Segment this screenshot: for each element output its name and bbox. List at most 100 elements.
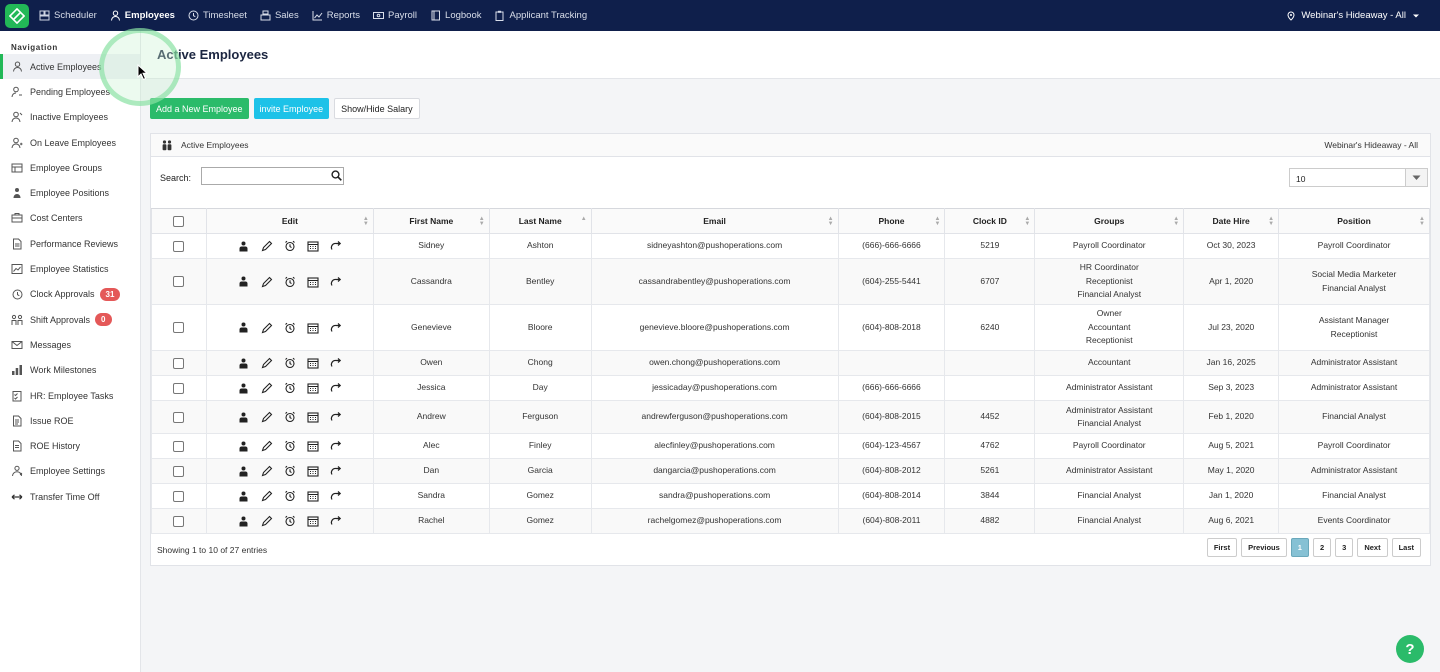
nav-reports[interactable]: Reports	[312, 0, 360, 31]
calendar-icon[interactable]	[305, 514, 320, 529]
alarm-clock-icon[interactable]	[282, 356, 297, 371]
sidebar-item-roe-history[interactable]: ROE History	[0, 433, 140, 458]
help-button[interactable]: ?	[1396, 635, 1424, 663]
nav-applicant-tracking[interactable]: Applicant Tracking	[494, 0, 587, 31]
pencil-icon[interactable]	[259, 489, 274, 504]
sidebar-item-issue-roe[interactable]: Issue ROE	[0, 408, 140, 433]
column-header-phone[interactable]: Phone ▲ ▼	[837, 208, 946, 234]
row-checkbox[interactable]	[173, 465, 185, 477]
calendar-icon[interactable]	[305, 274, 320, 289]
alarm-clock-icon[interactable]	[282, 274, 297, 289]
pencil-icon[interactable]	[259, 320, 274, 335]
nav-employees[interactable]: Employees	[110, 0, 175, 31]
calendar-icon[interactable]	[305, 439, 320, 454]
profile-icon[interactable]	[236, 464, 251, 479]
sidebar-item-messages[interactable]: Messages	[0, 332, 140, 357]
redo-icon[interactable]	[328, 381, 343, 396]
column-header-edit[interactable]: Edit ▲ ▼	[205, 208, 374, 234]
sidebar-item-clock-approvals[interactable]: Clock Approvals 31	[0, 282, 140, 307]
row-checkbox[interactable]	[173, 490, 185, 502]
sidebar-item-employee-groups[interactable]: Employee Groups	[0, 155, 140, 180]
column-header-clock-id[interactable]: Clock ID ▲ ▼	[944, 208, 1036, 234]
calendar-icon[interactable]	[305, 356, 320, 371]
redo-icon[interactable]	[328, 356, 343, 371]
alarm-clock-icon[interactable]	[282, 239, 297, 254]
redo-icon[interactable]	[328, 274, 343, 289]
location-selector[interactable]: Webinar's Hideaway - All	[1286, 0, 1420, 31]
sidebar-item-cost-centers[interactable]: Cost Centers	[0, 206, 140, 231]
redo-icon[interactable]	[328, 514, 343, 529]
nav-scheduler[interactable]: Scheduler	[39, 0, 97, 31]
nav-logbook[interactable]: Logbook	[430, 0, 481, 31]
redo-icon[interactable]	[328, 239, 343, 254]
alarm-clock-icon[interactable]	[282, 489, 297, 504]
table-row[interactable]: Dan Garcia dangarcia@pushoperations.com (60…	[151, 458, 1430, 484]
alarm-clock-icon[interactable]	[282, 464, 297, 479]
profile-icon[interactable]	[236, 239, 251, 254]
alarm-clock-icon[interactable]	[282, 410, 297, 425]
pencil-icon[interactable]	[259, 381, 274, 396]
table-row[interactable]: Andrew Ferguson andrewferguson@pushoperati…	[151, 400, 1430, 434]
profile-icon[interactable]	[236, 274, 251, 289]
table-row[interactable]: Jessica Day jessicaday@pushoperations.com(…	[151, 375, 1430, 401]
sidebar-item-pending-employees[interactable]: Pending Employees	[0, 79, 140, 104]
column-header-date-hire[interactable]: Date Hire ▲ ▼	[1183, 208, 1280, 234]
pencil-icon[interactable]	[259, 439, 274, 454]
calendar-icon[interactable]	[305, 410, 320, 425]
show-hide-salary-button[interactable]: Show/Hide Salary	[334, 98, 420, 119]
calendar-icon[interactable]	[305, 320, 320, 335]
table-row[interactable]: Cassandra Bentley cassandrabentley@pushope…	[151, 258, 1430, 305]
pencil-icon[interactable]	[259, 239, 274, 254]
redo-icon[interactable]	[328, 320, 343, 335]
alarm-clock-icon[interactable]	[282, 514, 297, 529]
calendar-icon[interactable]	[305, 464, 320, 479]
redo-icon[interactable]	[328, 410, 343, 425]
calendar-icon[interactable]	[305, 239, 320, 254]
last-page-button[interactable]: Last	[1391, 538, 1421, 557]
table-row[interactable]: Alec Finley alecfinley@pushoperations.com(…	[151, 433, 1430, 459]
table-row[interactable]: Sidney Ashton sidneyashton@pushoperations.…	[151, 233, 1430, 259]
alarm-clock-icon[interactable]	[282, 320, 297, 335]
first-page-button[interactable]: First	[1206, 538, 1238, 557]
profile-icon[interactable]	[236, 320, 251, 335]
table-row[interactable]: Rachel Gomez rachelgomez@pushoperations.co…	[151, 508, 1430, 534]
profile-icon[interactable]	[236, 356, 251, 371]
calendar-icon[interactable]	[305, 381, 320, 396]
column-header-first-name[interactable]: First Name ▲ ▼	[372, 208, 490, 234]
sidebar-item-employee-statistics[interactable]: Employee Statistics	[0, 256, 140, 281]
redo-icon[interactable]	[328, 439, 343, 454]
profile-icon[interactable]	[236, 439, 251, 454]
app-logo[interactable]	[5, 3, 29, 28]
table-row[interactable]: Genevieve Bloore genevieve.bloore@pushoper…	[151, 304, 1430, 351]
sidebar-item-on-leave-employees[interactable]: On Leave Employees	[0, 130, 140, 155]
table-row[interactable]: Owen Chong owen.chong@pushoperations.com Ac…	[151, 350, 1430, 376]
pencil-icon[interactable]	[259, 356, 274, 371]
select-all-checkbox[interactable]	[173, 215, 185, 227]
search-input[interactable]	[201, 167, 344, 185]
page-3-button[interactable]: 3	[1335, 538, 1354, 557]
invite-employee-button[interactable]: invite Employee	[253, 98, 330, 119]
page-size-select[interactable]: 10	[1289, 168, 1428, 187]
sidebar-item-shift-approvals[interactable]: Shift Approvals 0	[0, 307, 140, 332]
column-header-groups[interactable]: Groups ▲ ▼	[1034, 208, 1185, 234]
sidebar-item-employee-settings[interactable]: Employee Settings	[0, 459, 140, 484]
redo-icon[interactable]	[328, 489, 343, 504]
row-checkbox[interactable]	[173, 276, 185, 287]
profile-icon[interactable]	[236, 410, 251, 425]
alarm-clock-icon[interactable]	[282, 381, 297, 396]
alarm-clock-icon[interactable]	[282, 439, 297, 454]
previous-page-button[interactable]: Previous	[1241, 538, 1287, 557]
column-header-last-name[interactable]: Last Name ▲	[488, 208, 592, 234]
nav-payroll[interactable]: Payroll	[372, 0, 417, 31]
table-row[interactable]: Sandra Gomez sandra@pushoperations.com (604…	[151, 483, 1430, 509]
column-header-position[interactable]: Position ▲ ▼	[1278, 208, 1430, 234]
profile-icon[interactable]	[236, 489, 251, 504]
pencil-icon[interactable]	[259, 274, 274, 289]
pencil-icon[interactable]	[259, 410, 274, 425]
profile-icon[interactable]	[236, 514, 251, 529]
sidebar-item-work-milestones[interactable]: Work Milestones	[0, 358, 140, 383]
nav-sales[interactable]: Sales	[260, 0, 299, 31]
add-employee-button[interactable]: Add a New Employee	[150, 98, 249, 119]
row-checkbox[interactable]	[173, 357, 185, 369]
pencil-icon[interactable]	[259, 464, 274, 479]
